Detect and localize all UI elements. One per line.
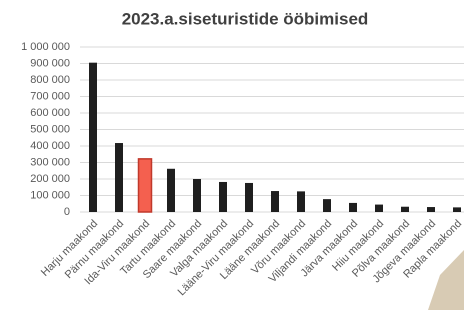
chart: 2023.a.siseturistide ööbimised 0 100 000 2… [0,0,464,310]
bar [401,207,409,212]
y-tick-label: 700 000 [30,90,70,102]
bar [271,191,279,212]
y-tick-label: 1 000 000 [21,41,70,53]
bar [219,182,227,212]
y-tick-label: 100 000 [30,189,70,201]
y-tick-label: 500 000 [30,123,70,135]
y-tick-label: 600 000 [30,107,70,119]
bar [375,205,383,212]
bar [245,183,253,212]
bar [115,143,123,212]
bar [323,199,331,212]
bar [297,191,305,212]
bar [139,159,152,212]
y-tick-label: 900 000 [30,57,70,69]
y-tick-label: 200 000 [30,173,70,185]
chart-title: 2023.a.siseturistide ööbimised [122,9,369,28]
bar [167,169,175,212]
page: 2023.a.siseturistide ööbimised 0 100 000 2… [0,0,464,310]
bar [89,63,97,212]
y-tick-label: 400 000 [30,140,70,152]
y-tick-label: 800 000 [30,74,70,86]
decoration [428,250,464,310]
bar [453,207,461,212]
bar [427,207,435,212]
bar [349,203,357,212]
y-tick-label: 0 [64,206,70,218]
y-tick-label: 300 000 [30,156,70,168]
bar [193,179,201,212]
